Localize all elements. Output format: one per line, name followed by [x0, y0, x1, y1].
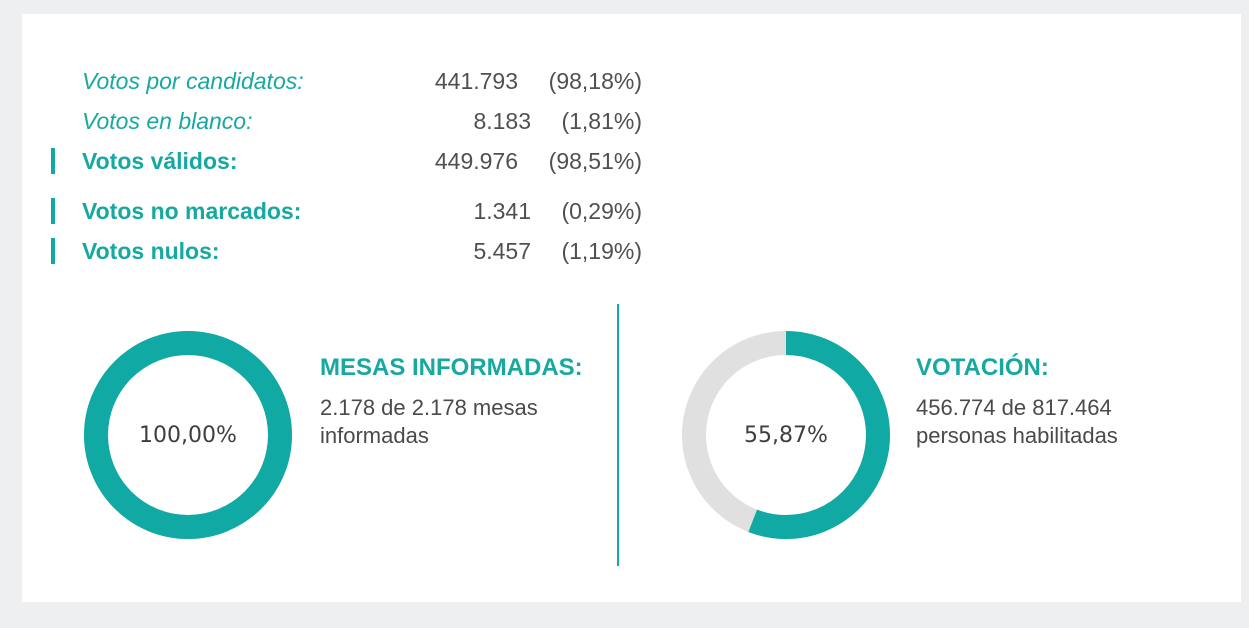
row-accent-bar — [51, 238, 55, 264]
votacion-desc-line2: personas habilitadas — [916, 423, 1118, 448]
vote-row-label: Votos no marcados: — [82, 198, 302, 224]
vote-row-label: Votos válidos: — [82, 148, 238, 174]
mesas-donut-arc — [84, 331, 292, 539]
mesas-desc-line1: 2.178 de 2.178 mesas — [320, 395, 538, 420]
vote-row-value: 1.341 — [473, 198, 531, 224]
vote-row-percent: (98,51%) — [548, 148, 642, 174]
vote-row-value: 8.183 — [473, 108, 531, 134]
vote-row-percent: (1,19%) — [561, 238, 642, 264]
vote-row-value: 449.976 — [434, 148, 518, 174]
vote-row-blanco: Votos en blanco: 8.183 (1,81%) — [22, 106, 702, 136]
vote-row-percent: (98,18%) — [548, 68, 642, 94]
mesas-title: MESAS INFORMADAS: — [320, 354, 583, 381]
results-card: Votos por candidatos: 441.793 (98,18%) V… — [22, 14, 1241, 602]
mesas-desc: 2.178 de 2.178 mesas informadas — [320, 394, 538, 450]
votacion-donut: 55,87% — [680, 329, 892, 541]
row-accent-bar — [51, 198, 55, 224]
votacion-desc-line1: 456.774 de 817.464 — [916, 395, 1112, 420]
mesas-percent: 100,00% — [139, 422, 237, 448]
section-divider — [617, 304, 619, 566]
mesas-desc-line2: informadas — [320, 423, 429, 448]
row-accent-bar — [51, 148, 55, 174]
vote-row-nulos: Votos nulos: 5.457 (1,19%) — [22, 236, 702, 266]
votacion-title: VOTACIÓN: — [916, 354, 1049, 381]
votacion-percent: 55,87% — [744, 422, 828, 448]
vote-row-value: 441.793 — [434, 68, 518, 94]
vote-row-validos: Votos válidos: 449.976 (98,51%) — [22, 146, 702, 176]
vote-row-label: Votos en blanco: — [82, 108, 253, 134]
vote-row-percent: (0,29%) — [561, 198, 642, 224]
vote-row-candidatos: Votos por candidatos: 441.793 (98,18%) — [22, 66, 702, 96]
vote-row-percent: (1,81%) — [561, 108, 642, 134]
vote-row-label: Votos por candidatos: — [82, 68, 304, 94]
votacion-desc: 456.774 de 817.464 personas habilitadas — [916, 394, 1118, 450]
vote-row-label: Votos nulos: — [82, 238, 220, 264]
vote-row-no-marcados: Votos no marcados: 1.341 (0,29%) — [22, 196, 702, 226]
mesas-donut-chart — [84, 331, 292, 539]
votacion-donut-arc — [682, 331, 890, 539]
vote-row-value: 5.457 — [473, 238, 531, 264]
mesas-donut: 100,00% — [82, 329, 294, 541]
votacion-donut-chart — [682, 331, 890, 539]
